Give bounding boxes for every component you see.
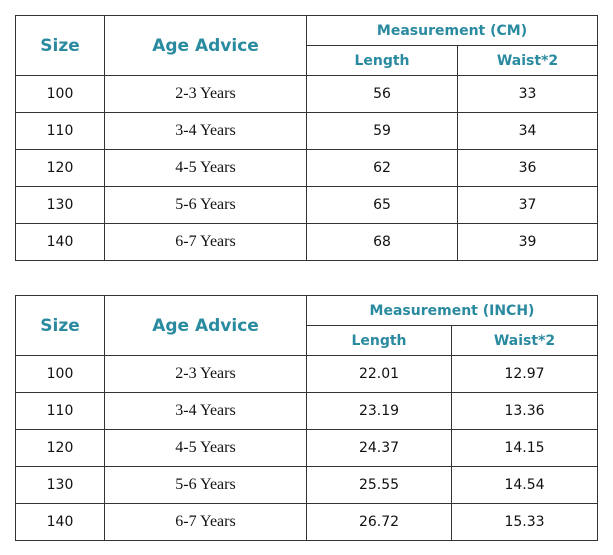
- cell: 6-7 Years: [104, 503, 307, 541]
- cell: 22.01: [306, 355, 452, 393]
- cell: 3-4 Years: [104, 392, 307, 430]
- cell: 59: [306, 112, 458, 150]
- cell: 130: [15, 466, 105, 504]
- data-row: 100 2-3 Years 22.01 12.97: [15, 355, 598, 393]
- header-row: Size Age Advice Measurement (CM): [15, 15, 599, 76]
- data-row: 120 4-5 Years 24.37 14.15: [15, 429, 598, 467]
- cell: 6-7 Years: [104, 223, 307, 261]
- cell: 12.97: [451, 355, 598, 393]
- cell: 2-3 Years: [104, 75, 307, 113]
- header-cell: Size: [15, 15, 105, 76]
- data-row: 110 3-4 Years 59 34: [15, 112, 599, 150]
- cell: 2-3 Years: [104, 355, 307, 393]
- cell: 130: [15, 186, 105, 224]
- cell: 5-6 Years: [104, 466, 307, 504]
- cell: 4-5 Years: [104, 429, 307, 467]
- size-table: Size Age Advice Measurement (CM) Length Wais…: [15, 15, 599, 261]
- header-cell: Size: [15, 295, 105, 356]
- header-cell: Waist*2: [451, 325, 598, 356]
- header-cell: Measurement (INCH): [306, 295, 598, 326]
- cell: 4-5 Years: [104, 149, 307, 187]
- header-cell: Age Advice: [104, 295, 307, 356]
- cell: 13.36: [451, 392, 598, 430]
- cell: 14.15: [451, 429, 598, 467]
- header-row: Length Waist*2: [16, 45, 599, 76]
- cell: 120: [15, 149, 105, 187]
- data-row: 140 6-7 Years 68 39: [15, 223, 599, 261]
- cell: 3-4 Years: [104, 112, 307, 150]
- header-cell: Length: [306, 325, 452, 356]
- data-row: 100 2-3 Years 56 33: [15, 75, 599, 113]
- cell: 68: [306, 223, 458, 261]
- cell: 110: [15, 392, 105, 430]
- cell: 140: [15, 503, 105, 541]
- header-row: Size Age Advice Measurement (INCH): [15, 295, 598, 356]
- cell: 23.19: [306, 392, 452, 430]
- cell: 5-6 Years: [104, 186, 307, 224]
- cell: 62: [306, 149, 458, 187]
- header-cell: Length: [306, 45, 458, 76]
- header-cell: Waist*2: [456, 45, 599, 76]
- cell: 33: [456, 75, 599, 113]
- cell: 140: [15, 223, 105, 261]
- cell: 110: [15, 112, 105, 150]
- header-cell: Age Advice: [104, 15, 307, 76]
- data-row: 110 3-4 Years 23.19 13.36: [15, 392, 598, 430]
- cell: 39: [456, 223, 599, 261]
- cell: 26.72: [306, 503, 452, 541]
- header-cell: Measurement (CM): [305, 15, 599, 46]
- cell: 14.54: [451, 466, 598, 504]
- cell: 100: [15, 75, 105, 113]
- cell: 15.33: [451, 503, 598, 541]
- size-table: Size Age Advice Measurement (INCH) Length Wa…: [15, 295, 598, 541]
- cell: 34: [456, 112, 599, 150]
- cell: 100: [15, 355, 105, 393]
- cell: 120: [15, 429, 105, 467]
- cell: 25.55: [306, 466, 452, 504]
- cell: 56: [306, 75, 458, 113]
- data-row: 130 5-6 Years 65 37: [15, 186, 599, 224]
- header-row: Length Waist*2: [16, 325, 598, 356]
- cell: 65: [306, 186, 458, 224]
- cell: 24.37: [306, 429, 452, 467]
- cell: 36: [456, 149, 599, 187]
- cell: 37: [456, 186, 599, 224]
- data-row: 120 4-5 Years 62 36: [15, 149, 599, 187]
- data-row: 140 6-7 Years 26.72 15.33: [15, 503, 598, 541]
- data-row: 130 5-6 Years 25.55 14.54: [15, 466, 598, 504]
